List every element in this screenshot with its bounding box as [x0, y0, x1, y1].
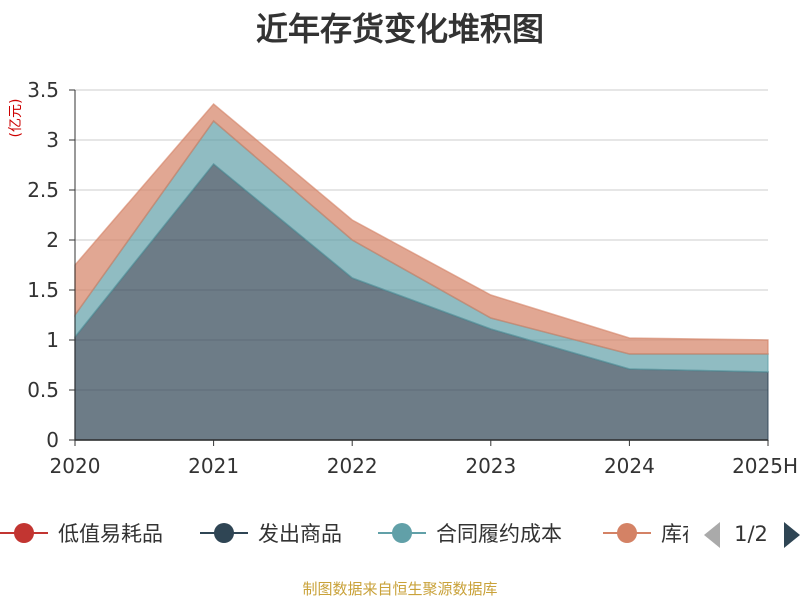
pager-prev-icon[interactable]	[704, 522, 720, 548]
x-tick-label: 2022	[327, 454, 378, 478]
chart-title: 近年存货变化堆积图	[255, 10, 544, 48]
legend-marker-2	[392, 523, 412, 543]
y-tick-label: 2.5	[27, 178, 59, 202]
y-tick-label: 1.5	[27, 278, 59, 302]
legend-marker-0	[14, 523, 34, 543]
x-tick-label: 2025H	[732, 454, 798, 478]
legend-label-2: 合同履约成本	[436, 522, 562, 546]
y-tick-label: 0	[46, 428, 59, 452]
legend-marker-1	[214, 523, 234, 543]
series-areas	[74, 102, 769, 441]
axes: 0 0.5 1 1.5 2 2.5 3 3.5 2020 2021 2022 2023 2024 2025…	[8, 78, 798, 478]
source-note: 制图数据来自恒生聚源数据库	[302, 580, 498, 598]
legend-label-1: 发出商品	[258, 522, 342, 546]
x-tick-label: 2024	[604, 454, 655, 478]
pager-next-icon[interactable]	[784, 522, 800, 548]
legend-label-0: 低值易耗品	[58, 522, 163, 546]
y-axis-label: (亿元)	[8, 99, 24, 138]
y-tick-label: 2	[46, 228, 59, 252]
x-tick-label: 2021	[188, 454, 239, 478]
y-tick-label: 0.5	[27, 378, 59, 402]
y-tick-label: 3	[46, 128, 59, 152]
pager-text: 1/2	[734, 522, 768, 546]
legend: 低值易耗品发出商品合同履约成本库存商品1/2	[0, 510, 800, 558]
area-3	[74, 102, 769, 355]
y-tick-label: 3.5	[27, 78, 59, 102]
y-tick-label: 1	[46, 328, 59, 352]
legend-marker-3	[617, 523, 637, 543]
x-tick-label: 2020	[50, 454, 101, 478]
x-tick-label: 2023	[465, 454, 516, 478]
